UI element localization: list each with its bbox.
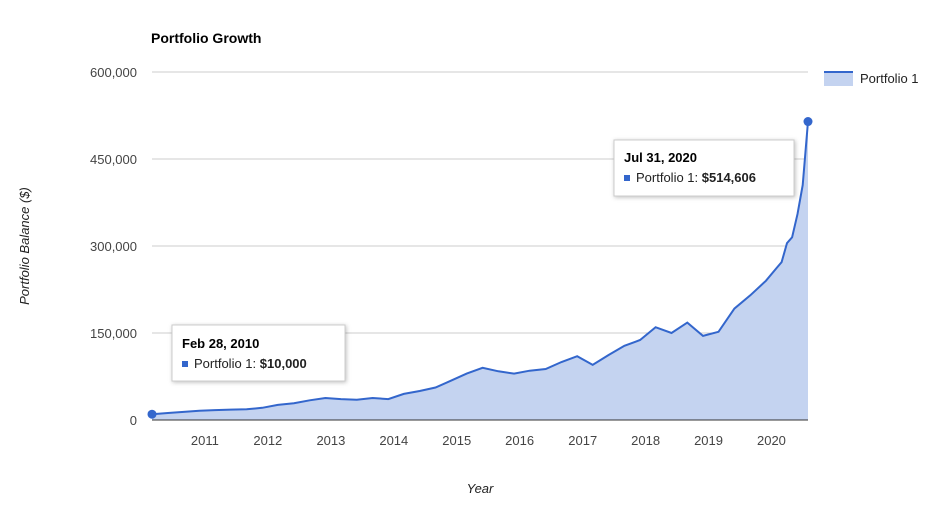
y-axis-title: Portfolio Balance ($) (17, 187, 32, 305)
x-axis-ticks: 2011 2012 2013 2014 2015 2016 2017 2018 2019 2020 (191, 433, 786, 448)
tooltip-series-text: Portfolio 1: $514,606 (636, 170, 756, 185)
x-tick-label: 2011 (191, 433, 219, 448)
x-tick-label: 2017 (568, 433, 597, 448)
x-tick-label: 2015 (442, 433, 471, 448)
x-tick-label: 2012 (253, 433, 282, 448)
legend[interactable]: Portfolio 1 (824, 71, 919, 86)
x-tick-label: 2016 (505, 433, 534, 448)
tooltip-start: Feb 28, 2010 Portfolio 1: $10,000 (171, 324, 346, 382)
data-point-end[interactable] (803, 117, 813, 127)
y-tick-label: 600,000 (90, 65, 137, 80)
legend-swatch (824, 72, 853, 86)
x-tick-label: 2020 (757, 433, 786, 448)
tooltip-date: Jul 31, 2020 (624, 150, 697, 165)
x-tick-label: 2013 (316, 433, 345, 448)
x-tick-label: 2018 (631, 433, 660, 448)
y-tick-label: 0 (130, 413, 137, 428)
y-tick-label: 450,000 (90, 152, 137, 167)
x-axis-title: Year (467, 481, 494, 496)
y-tick-label: 300,000 (90, 239, 137, 254)
chart-title: Portfolio Growth (151, 30, 261, 46)
y-tick-label: 150,000 (90, 326, 137, 341)
x-tick-label: 2019 (694, 433, 723, 448)
data-point-start[interactable] (147, 409, 157, 419)
legend-label: Portfolio 1 (860, 71, 919, 86)
gridlines (152, 71, 808, 334)
tooltip-end: Jul 31, 2020 Portfolio 1: $514,606 (613, 139, 795, 197)
tooltip-swatch (182, 361, 188, 367)
series-area-fill (152, 121, 808, 420)
tooltip-swatch (624, 175, 630, 181)
tooltip-series-text: Portfolio 1: $10,000 (194, 356, 307, 371)
y-axis-ticks: 0 150,000 300,000 450,000 600,000 (90, 65, 137, 428)
x-tick-label: 2014 (379, 433, 408, 448)
tooltip-date: Feb 28, 2010 (182, 336, 259, 351)
series-line (151, 121, 809, 416)
